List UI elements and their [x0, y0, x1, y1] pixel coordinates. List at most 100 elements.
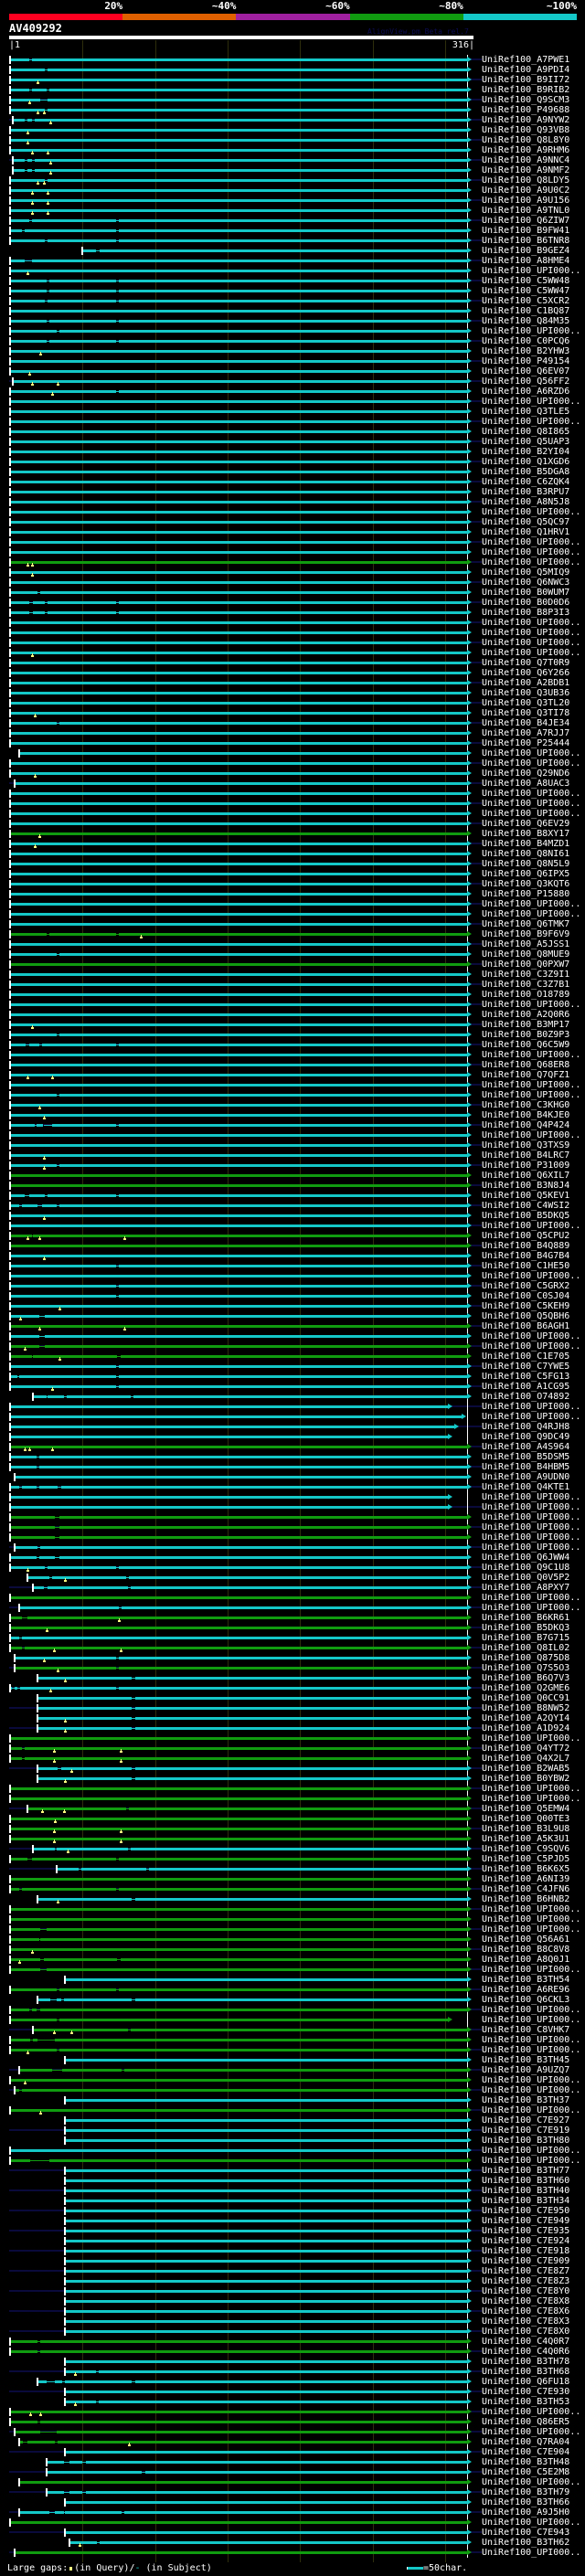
hit-label-link[interactable]: UniRef100_UPI000..: [482, 2156, 581, 2166]
hit-label-link[interactable]: UniRef100_UPI000..: [482, 1522, 581, 1532]
hit-label-link[interactable]: UniRef100_UPI000..: [482, 326, 581, 336]
hit-label-link[interactable]: UniRef100_C5E2M8: [482, 2467, 570, 2477]
hit-label-link[interactable]: UniRef100_C4JFN6: [482, 1884, 570, 1894]
hit-label-link[interactable]: UniRef100_Q6C5W9: [482, 1040, 570, 1050]
hit-label-link[interactable]: UniRef100_B3TH45: [482, 2055, 570, 2065]
hit-label-link[interactable]: UniRef100_A9TNL0: [482, 206, 570, 216]
hit-label-link[interactable]: UniRef100_A6NI39: [482, 1874, 570, 1884]
hit-label-link[interactable]: UniRef100_A1CG95: [482, 1382, 570, 1392]
hit-label-link[interactable]: UniRef100_Q6ZIW7: [482, 216, 570, 226]
hit-label-link[interactable]: UniRef100_Q1HRV1: [482, 527, 570, 537]
hit-label-link[interactable]: UniRef100_Q6EV07: [482, 366, 570, 376]
hit-label-link[interactable]: UniRef100_A6RZD6: [482, 387, 570, 397]
hit-label-link[interactable]: UniRef100_B3TH48: [482, 2457, 570, 2467]
hit-label-link[interactable]: UniRef100_B0YBW2: [482, 1774, 570, 1784]
hit-label-link[interactable]: UniRef100_B4LRC7: [482, 1150, 570, 1161]
hit-label-link[interactable]: UniRef100_A4S964: [482, 1442, 570, 1452]
hit-label-link[interactable]: UniRef100_Q6XIL7: [482, 1171, 570, 1181]
hit-label-link[interactable]: UniRef100_Q2GME6: [482, 1683, 570, 1693]
hit-label-link[interactable]: UniRef100_B5DGA8: [482, 467, 570, 477]
hit-label-link[interactable]: UniRef100_Q8LDY5: [482, 175, 570, 186]
hit-label-link[interactable]: UniRef100_UPI000..: [482, 1924, 581, 1935]
hit-label-link[interactable]: UniRef100_B6K6X5: [482, 1864, 570, 1874]
hit-label-link[interactable]: UniRef100_A5JSS1: [482, 939, 570, 949]
hit-label-link[interactable]: UniRef100_Q7S5O3: [482, 1663, 570, 1673]
hit-label-link[interactable]: UniRef100_C6ZQK4: [482, 477, 570, 487]
hit-label-link[interactable]: UniRef100_Q68ER8: [482, 1060, 570, 1070]
hit-label-link[interactable]: UniRef100_UPI000..: [482, 2548, 581, 2558]
hit-label-link[interactable]: UniRef100_Q6FU18: [482, 2377, 570, 2387]
hit-label-link[interactable]: UniRef100_A9NNC4: [482, 155, 570, 165]
hit-label-link[interactable]: UniRef100_UPI000..: [482, 2085, 581, 2095]
hit-label-link[interactable]: UniRef100_C4Q0R6: [482, 2347, 570, 2357]
hit-label-link[interactable]: UniRef100_B3TH40: [482, 2186, 570, 2196]
hit-label-link[interactable]: UniRef100_A9NMF2: [482, 165, 570, 175]
hit-label-link[interactable]: UniRef100_A7RJJ7: [482, 728, 570, 738]
hit-label-link[interactable]: UniRef100_P31009: [482, 1161, 570, 1171]
hit-label-link[interactable]: UniRef100_UPI000..: [482, 1794, 581, 1804]
hit-label-link[interactable]: UniRef100_Q56FF2: [482, 376, 570, 387]
hit-label-link[interactable]: UniRef100_UPI000..: [482, 1412, 581, 1422]
hit-label-link[interactable]: UniRef100_UPI000..: [482, 1130, 581, 1140]
hit-label-link[interactable]: UniRef100_C7E8Z3: [482, 2276, 570, 2286]
hit-label-link[interactable]: UniRef100_Q86ER5: [482, 2417, 570, 2427]
hit-label-link[interactable]: UniRef100_UPI000..: [482, 1331, 581, 1341]
hit-label-link[interactable]: UniRef100_A8UAC3: [482, 779, 570, 789]
hit-label-link[interactable]: UniRef100_UPI000..: [482, 748, 581, 758]
hit-label-link[interactable]: UniRef100_Q1XGD6: [482, 457, 570, 467]
hit-label-link[interactable]: UniRef100_B2WAB5: [482, 1764, 570, 1774]
hit-label-link[interactable]: UniRef100_B9GEZ4: [482, 246, 570, 256]
hit-label-link[interactable]: UniRef100_UPI000..: [482, 2477, 581, 2487]
hit-label-link[interactable]: UniRef100_B3TH80: [482, 2136, 570, 2146]
hit-label-link[interactable]: UniRef100_UPI000..: [482, 638, 581, 648]
hit-label-link[interactable]: UniRef100_UPI000..: [482, 2045, 581, 2055]
hit-label-link[interactable]: UniRef100_Q9C1U8: [482, 1563, 570, 1573]
hit-label-link[interactable]: UniRef100_UPI000..: [482, 789, 581, 799]
hit-label-link[interactable]: UniRef100_UPI000..: [482, 1733, 581, 1744]
hit-label-link[interactable]: UniRef100_C5WW48: [482, 276, 570, 286]
hit-label-link[interactable]: UniRef100_B4Q889: [482, 1241, 570, 1251]
hit-label-link[interactable]: UniRef100_B3N8J4: [482, 1181, 570, 1191]
hit-label-link[interactable]: UniRef100_Q6Y266: [482, 668, 570, 678]
hit-label-link[interactable]: UniRef100_B5DSM5: [482, 1452, 570, 1462]
hit-label-link[interactable]: UniRef100_C7E8Y0: [482, 2286, 570, 2296]
hit-label-link[interactable]: UniRef100_A9U0C2: [482, 186, 570, 196]
hit-label-link[interactable]: UniRef100_C5XCR2: [482, 296, 570, 306]
hit-label-link[interactable]: UniRef100_Q29ND6: [482, 769, 570, 779]
hit-label-link[interactable]: UniRef100_Q56A61: [482, 1935, 570, 1945]
hit-label-link[interactable]: UniRef100_Q5UAP3: [482, 437, 570, 447]
hit-label-link[interactable]: UniRef100_B8P3I3: [482, 608, 570, 618]
hit-label-link[interactable]: UniRef100_UPI000..: [482, 2427, 581, 2437]
hit-label-link[interactable]: UniRef100_A6RE96: [482, 1985, 570, 1995]
hit-label-link[interactable]: UniRef100_UPI000..: [482, 2035, 581, 2045]
hit-label-link[interactable]: UniRef100_C7YWE5: [482, 1362, 570, 1372]
hit-label-link[interactable]: UniRef100_B2YHW3: [482, 346, 570, 356]
hit-label-link[interactable]: UniRef100_C7E8X3: [482, 2316, 570, 2327]
hit-label-link[interactable]: UniRef100_Q4X2L7: [482, 1754, 570, 1764]
hit-label-link[interactable]: UniRef100_Q3TI78: [482, 708, 570, 718]
hit-label-link[interactable]: UniRef100_UPI000..: [482, 2075, 581, 2085]
hit-label-link[interactable]: UniRef100_P15880: [482, 889, 570, 899]
hit-label-link[interactable]: UniRef100_UPI000..: [482, 1271, 581, 1281]
hit-label-link[interactable]: UniRef100_UPI000..: [482, 1221, 581, 1231]
hit-label-link[interactable]: UniRef100_Q8L8Y0: [482, 135, 570, 145]
hit-label-link[interactable]: UniRef100_C1E705: [482, 1352, 570, 1362]
hit-label-link[interactable]: UniRef100_Q8N5L9: [482, 859, 570, 869]
hit-label-link[interactable]: UniRef100_A9UZQ7: [482, 2065, 570, 2075]
hit-label-link[interactable]: UniRef100_C3Z9I1: [482, 970, 570, 980]
hit-label-link[interactable]: UniRef100_Q0V5P2: [482, 1573, 570, 1583]
hit-label-link[interactable]: UniRef100_B3TH78: [482, 2357, 570, 2367]
hit-label-link[interactable]: UniRef100_C7E8X0: [482, 2327, 570, 2337]
hit-label-link[interactable]: UniRef100_B3TH77: [482, 2166, 570, 2176]
hit-label-link[interactable]: UniRef100_UPI000..: [482, 1784, 581, 1794]
hit-label-link[interactable]: UniRef100_UPI000..: [482, 2005, 581, 2015]
hit-label-link[interactable]: UniRef100_B8NW52: [482, 1703, 570, 1713]
hit-label-link[interactable]: UniRef100_C7E927: [482, 2115, 570, 2125]
hit-label-link[interactable]: UniRef100_UPI000..: [482, 648, 581, 658]
hit-label-link[interactable]: UniRef100_C5FG13: [482, 1372, 570, 1382]
hit-label-link[interactable]: UniRef100_C7E8X6: [482, 2306, 570, 2316]
hit-label-link[interactable]: UniRef100_O18789: [482, 990, 570, 1000]
hit-label-link[interactable]: UniRef100_C4WSI2: [482, 1201, 570, 1211]
hit-label-link[interactable]: UniRef100_B0D0D6: [482, 598, 570, 608]
hit-label-link[interactable]: UniRef100_B9FW41: [482, 226, 570, 236]
